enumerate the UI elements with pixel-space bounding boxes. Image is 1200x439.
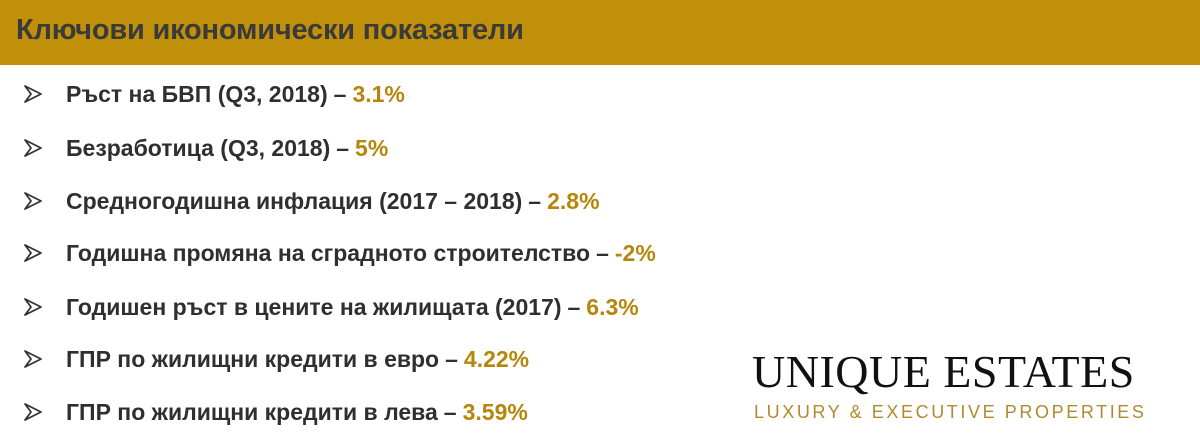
item-label: Средногодишна инфлация (2017 – 2018)	[66, 187, 523, 214]
item-value: 4.22%	[463, 345, 530, 372]
item-separator: –	[596, 239, 609, 266]
arrowhead-bullet-icon	[24, 139, 42, 157]
item-separator: –	[445, 345, 458, 372]
item-separator: –	[336, 134, 350, 161]
item-value: 5%	[355, 134, 389, 161]
item-separator: –	[443, 398, 457, 425]
item-label: Годишен ръст в цените на жилищата (2017)	[66, 293, 562, 320]
item-separator: –	[567, 293, 581, 320]
list-item: Средногодишна инфлация (2017 – 2018) – 2…	[22, 184, 600, 218]
arrowhead-bullet-icon	[24, 192, 42, 210]
logo-tagline: LUXURY & EXECUTIVE PROPERTIES	[754, 402, 1147, 422]
item-value: -2%	[614, 239, 656, 266]
page-title: Ключови икономически показатели	[16, 14, 524, 46]
list-item: Годишна промяна на сградното строителств…	[22, 236, 656, 270]
item-separator: –	[528, 187, 542, 214]
item-value: 3.59%	[462, 398, 528, 425]
arrowhead-bullet-icon	[24, 350, 42, 368]
list-item: Безработица (Q3, 2018) – 5%	[22, 131, 388, 165]
header-bar: Ключови икономически показатели	[0, 0, 1200, 65]
list-item: Годишен ръст в цените на жилищата (2017)…	[22, 290, 639, 324]
arrowhead-bullet-icon	[24, 298, 42, 316]
item-label: Ръст на БВП (Q3, 2018)	[66, 80, 328, 107]
item-separator: –	[333, 80, 347, 107]
item-label: Годишна промяна на сградното строителств…	[66, 239, 591, 266]
company-logo: UNIQUE ESTATES LUXURY & EXECUTIVE PROPER…	[752, 346, 1192, 432]
item-label: ГПР по жилищни кредити в евро	[66, 345, 440, 372]
item-label: ГПР по жилищни кредити в лева	[66, 398, 438, 425]
list-item: ГПР по жилищни кредити в евро – 4.22%	[22, 342, 529, 376]
item-value: 6.3%	[586, 293, 639, 320]
item-label: Безработица (Q3, 2018)	[66, 134, 331, 161]
item-value: 2.8%	[547, 187, 600, 214]
arrowhead-bullet-icon	[24, 244, 42, 262]
item-value: 3.1%	[352, 80, 405, 107]
list-item: ГПР по жилищни кредити в лева – 3.59%	[22, 395, 528, 429]
arrowhead-bullet-icon	[24, 403, 42, 421]
logo-name: UNIQUE ESTATES	[752, 346, 1135, 397]
list-item: Ръст на БВП (Q3, 2018) – 3.1%	[22, 77, 405, 111]
arrowhead-bullet-icon	[24, 85, 42, 103]
